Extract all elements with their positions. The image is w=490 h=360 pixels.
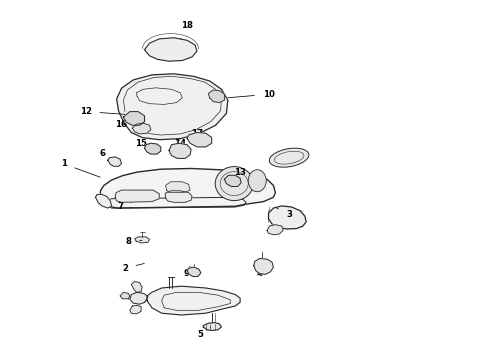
Text: 7: 7 [117,202,131,211]
Polygon shape [165,191,192,202]
Text: 1: 1 [61,159,100,177]
Polygon shape [267,225,283,235]
Polygon shape [187,267,201,276]
Text: 17: 17 [191,129,203,138]
Polygon shape [203,323,221,330]
Text: 5: 5 [197,328,211,339]
Text: 3: 3 [277,208,292,219]
Polygon shape [166,182,190,193]
Polygon shape [130,292,148,304]
Text: 12: 12 [80,107,124,116]
Polygon shape [145,143,161,154]
Polygon shape [187,132,212,147]
Text: 18: 18 [180,21,193,39]
Text: 10: 10 [228,90,274,99]
Polygon shape [269,206,306,229]
Text: 14: 14 [174,139,186,149]
Text: 2: 2 [122,264,144,273]
Text: 13: 13 [230,168,246,177]
Polygon shape [100,168,275,208]
Polygon shape [145,38,197,61]
Text: 15: 15 [135,139,147,148]
Text: 9: 9 [183,266,190,278]
Polygon shape [108,157,122,166]
Text: 4: 4 [257,266,263,278]
Text: 6: 6 [100,149,114,158]
Polygon shape [117,74,228,140]
Polygon shape [96,194,112,208]
Polygon shape [115,190,159,202]
Polygon shape [120,292,130,299]
Polygon shape [208,90,224,103]
Polygon shape [131,282,142,292]
Ellipse shape [248,170,266,192]
Polygon shape [147,286,240,315]
Polygon shape [107,197,246,208]
Ellipse shape [215,167,253,201]
Text: 11: 11 [282,150,299,159]
Ellipse shape [270,148,309,167]
Text: 8: 8 [125,237,142,246]
Polygon shape [123,112,145,125]
Polygon shape [130,305,141,314]
Polygon shape [254,258,273,274]
Polygon shape [132,123,151,134]
Polygon shape [169,143,191,158]
Text: 16: 16 [115,120,136,129]
Polygon shape [224,175,241,186]
Polygon shape [135,237,149,243]
